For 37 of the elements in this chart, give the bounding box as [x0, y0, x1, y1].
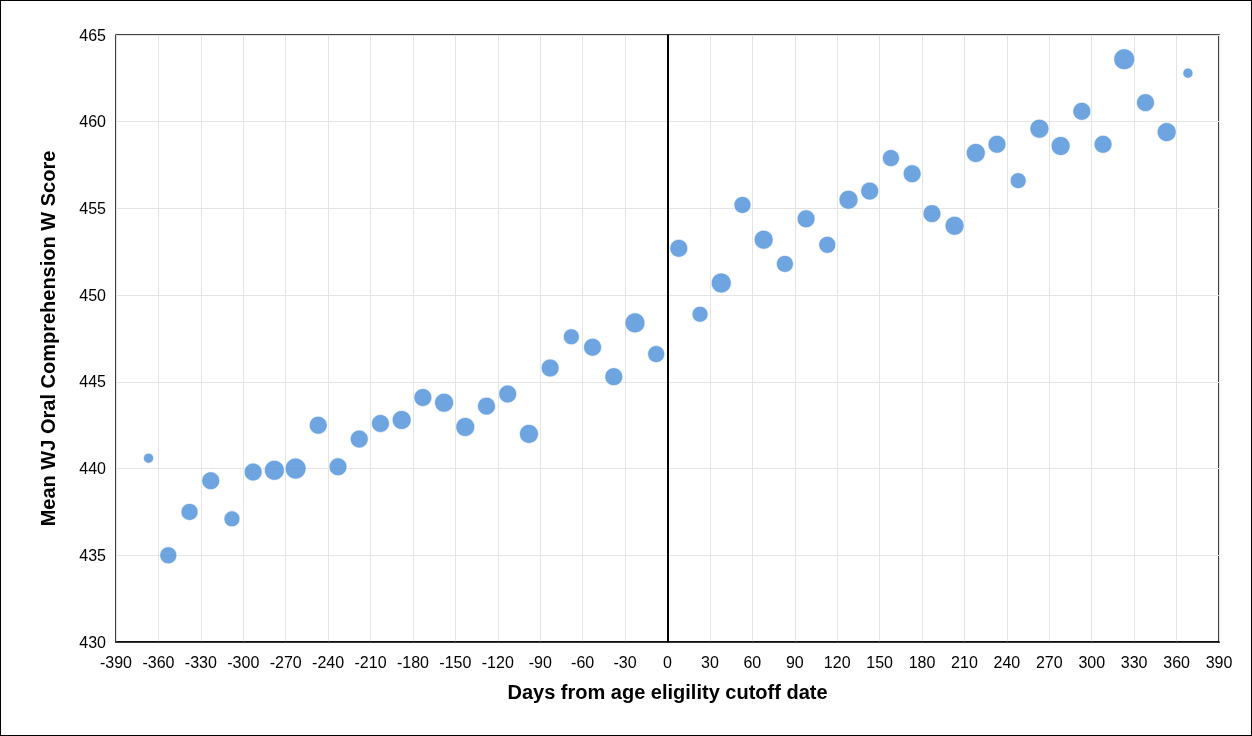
- y-tick-label: 455: [79, 199, 107, 217]
- x-tick-label: -360: [142, 653, 175, 671]
- x-tick-label: 60: [743, 653, 762, 671]
- x-tick-label: 300: [1078, 653, 1106, 671]
- y-tick-label: 435: [79, 546, 107, 564]
- x-tick-label: 390: [1205, 653, 1233, 671]
- x-tick-label: 90: [785, 653, 804, 671]
- x-tick-label: 270: [1035, 653, 1063, 671]
- x-tick-label: 0: [663, 653, 673, 671]
- x-tick-label: -90: [528, 653, 552, 671]
- x-tick-label: -390: [99, 653, 133, 671]
- x-tick-label: -60: [571, 653, 595, 671]
- x-tick-label: 330: [1120, 653, 1148, 671]
- x-tick-label: -120: [481, 653, 514, 671]
- y-tick-label: 430: [79, 633, 107, 651]
- x-tick-label: -30: [613, 653, 637, 671]
- y-tick-label: 450: [79, 286, 107, 304]
- y-axis-title: Mean WJ Oral Comprehension W Score: [37, 150, 59, 527]
- y-tick-label: 460: [79, 113, 107, 131]
- x-axis-title: Days from age eligility cutoff date: [507, 681, 828, 703]
- x-tick-label: -150: [439, 653, 472, 671]
- y-tick-label: 465: [79, 26, 107, 44]
- x-tick-label: 240: [993, 653, 1021, 671]
- x-tick-label: -300: [227, 653, 260, 671]
- x-tick-label: 120: [823, 653, 851, 671]
- x-tick-label: -210: [354, 653, 387, 671]
- x-tick-label: -180: [396, 653, 430, 671]
- y-tick-label: 440: [79, 460, 107, 478]
- x-tick-label: -330: [184, 653, 217, 671]
- x-tick-label: 180: [908, 653, 936, 671]
- y-tick-label: 445: [79, 373, 107, 391]
- x-tick-label: 210: [951, 653, 978, 671]
- x-tick-label: 30: [701, 653, 719, 671]
- x-tick-label: 150: [866, 653, 894, 671]
- x-tick-label: -240: [312, 653, 345, 671]
- x-tick-label: 360: [1163, 653, 1191, 671]
- x-tick-label: -270: [269, 653, 302, 671]
